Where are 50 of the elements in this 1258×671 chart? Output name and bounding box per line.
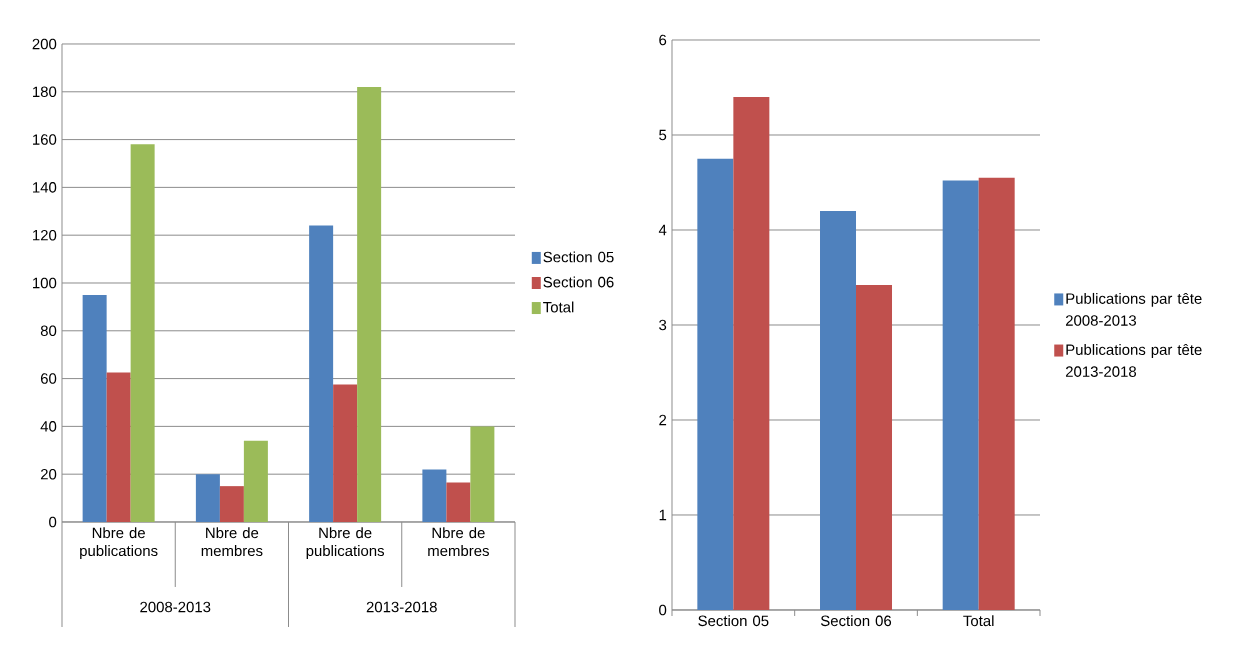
x-tick-label: Nbre de membres: [201, 527, 263, 557]
y-tick-label: 5: [659, 129, 667, 141]
legend-label: Publications par tête 2013-2018: [1065, 343, 1202, 377]
bar: [82, 294, 107, 522]
bar: [446, 482, 471, 522]
bar: [309, 225, 334, 522]
legend-label: Total: [543, 301, 574, 313]
x-tick-label: Nbre de publications: [80, 527, 158, 560]
y-tick-label: 120: [33, 229, 57, 241]
y-tick-label: 3: [659, 319, 667, 331]
y-tick-label: 1: [659, 509, 667, 521]
y-tick-label: 2: [659, 414, 667, 426]
y-tick-label: 140: [33, 182, 57, 193]
bar: [942, 180, 979, 610]
bar: [130, 144, 155, 522]
bar: [733, 96, 770, 610]
x-tick-label: Section 05: [698, 615, 769, 627]
x-tick-label: Section 06: [820, 615, 892, 627]
bar: [422, 469, 447, 522]
bar: [856, 285, 893, 610]
bar: [978, 177, 1015, 610]
y-tick-label: 20: [40, 468, 57, 480]
text: 2008-2013: [140, 601, 211, 613]
y-tick-label: 4: [658, 224, 667, 236]
y-tick-label: 60: [40, 373, 57, 384]
bar: [470, 426, 495, 522]
bar: [820, 210, 857, 610]
x-tick-label: Nbre de publications: [306, 527, 385, 560]
x-tick-label: Total: [963, 615, 994, 627]
y-tick-label: 80: [40, 325, 57, 337]
y-tick-label: 6: [659, 34, 667, 46]
legend-label: Publications par tête 2008-2013: [1065, 292, 1202, 326]
y-tick-label: 0: [49, 516, 57, 528]
bar: [243, 440, 268, 522]
bar: [333, 384, 358, 522]
text: 2013-2018: [366, 601, 437, 613]
y-tick-label: 160: [33, 134, 57, 145]
legend-label: Section 06: [543, 276, 614, 288]
bar: [195, 474, 220, 522]
legend-label: Section 05: [543, 251, 614, 263]
y-tick-label: 40: [40, 421, 57, 432]
y-tick-label: 200: [32, 38, 57, 50]
bar: [219, 486, 244, 522]
bar: [106, 372, 131, 522]
y-tick-label: 100: [33, 277, 57, 289]
bar: [357, 87, 382, 522]
bar: [697, 158, 734, 610]
y-tick-label: 0: [659, 604, 667, 616]
x-tick-label: Nbre de membres: [428, 527, 489, 557]
y-tick-label: 180: [33, 86, 57, 98]
